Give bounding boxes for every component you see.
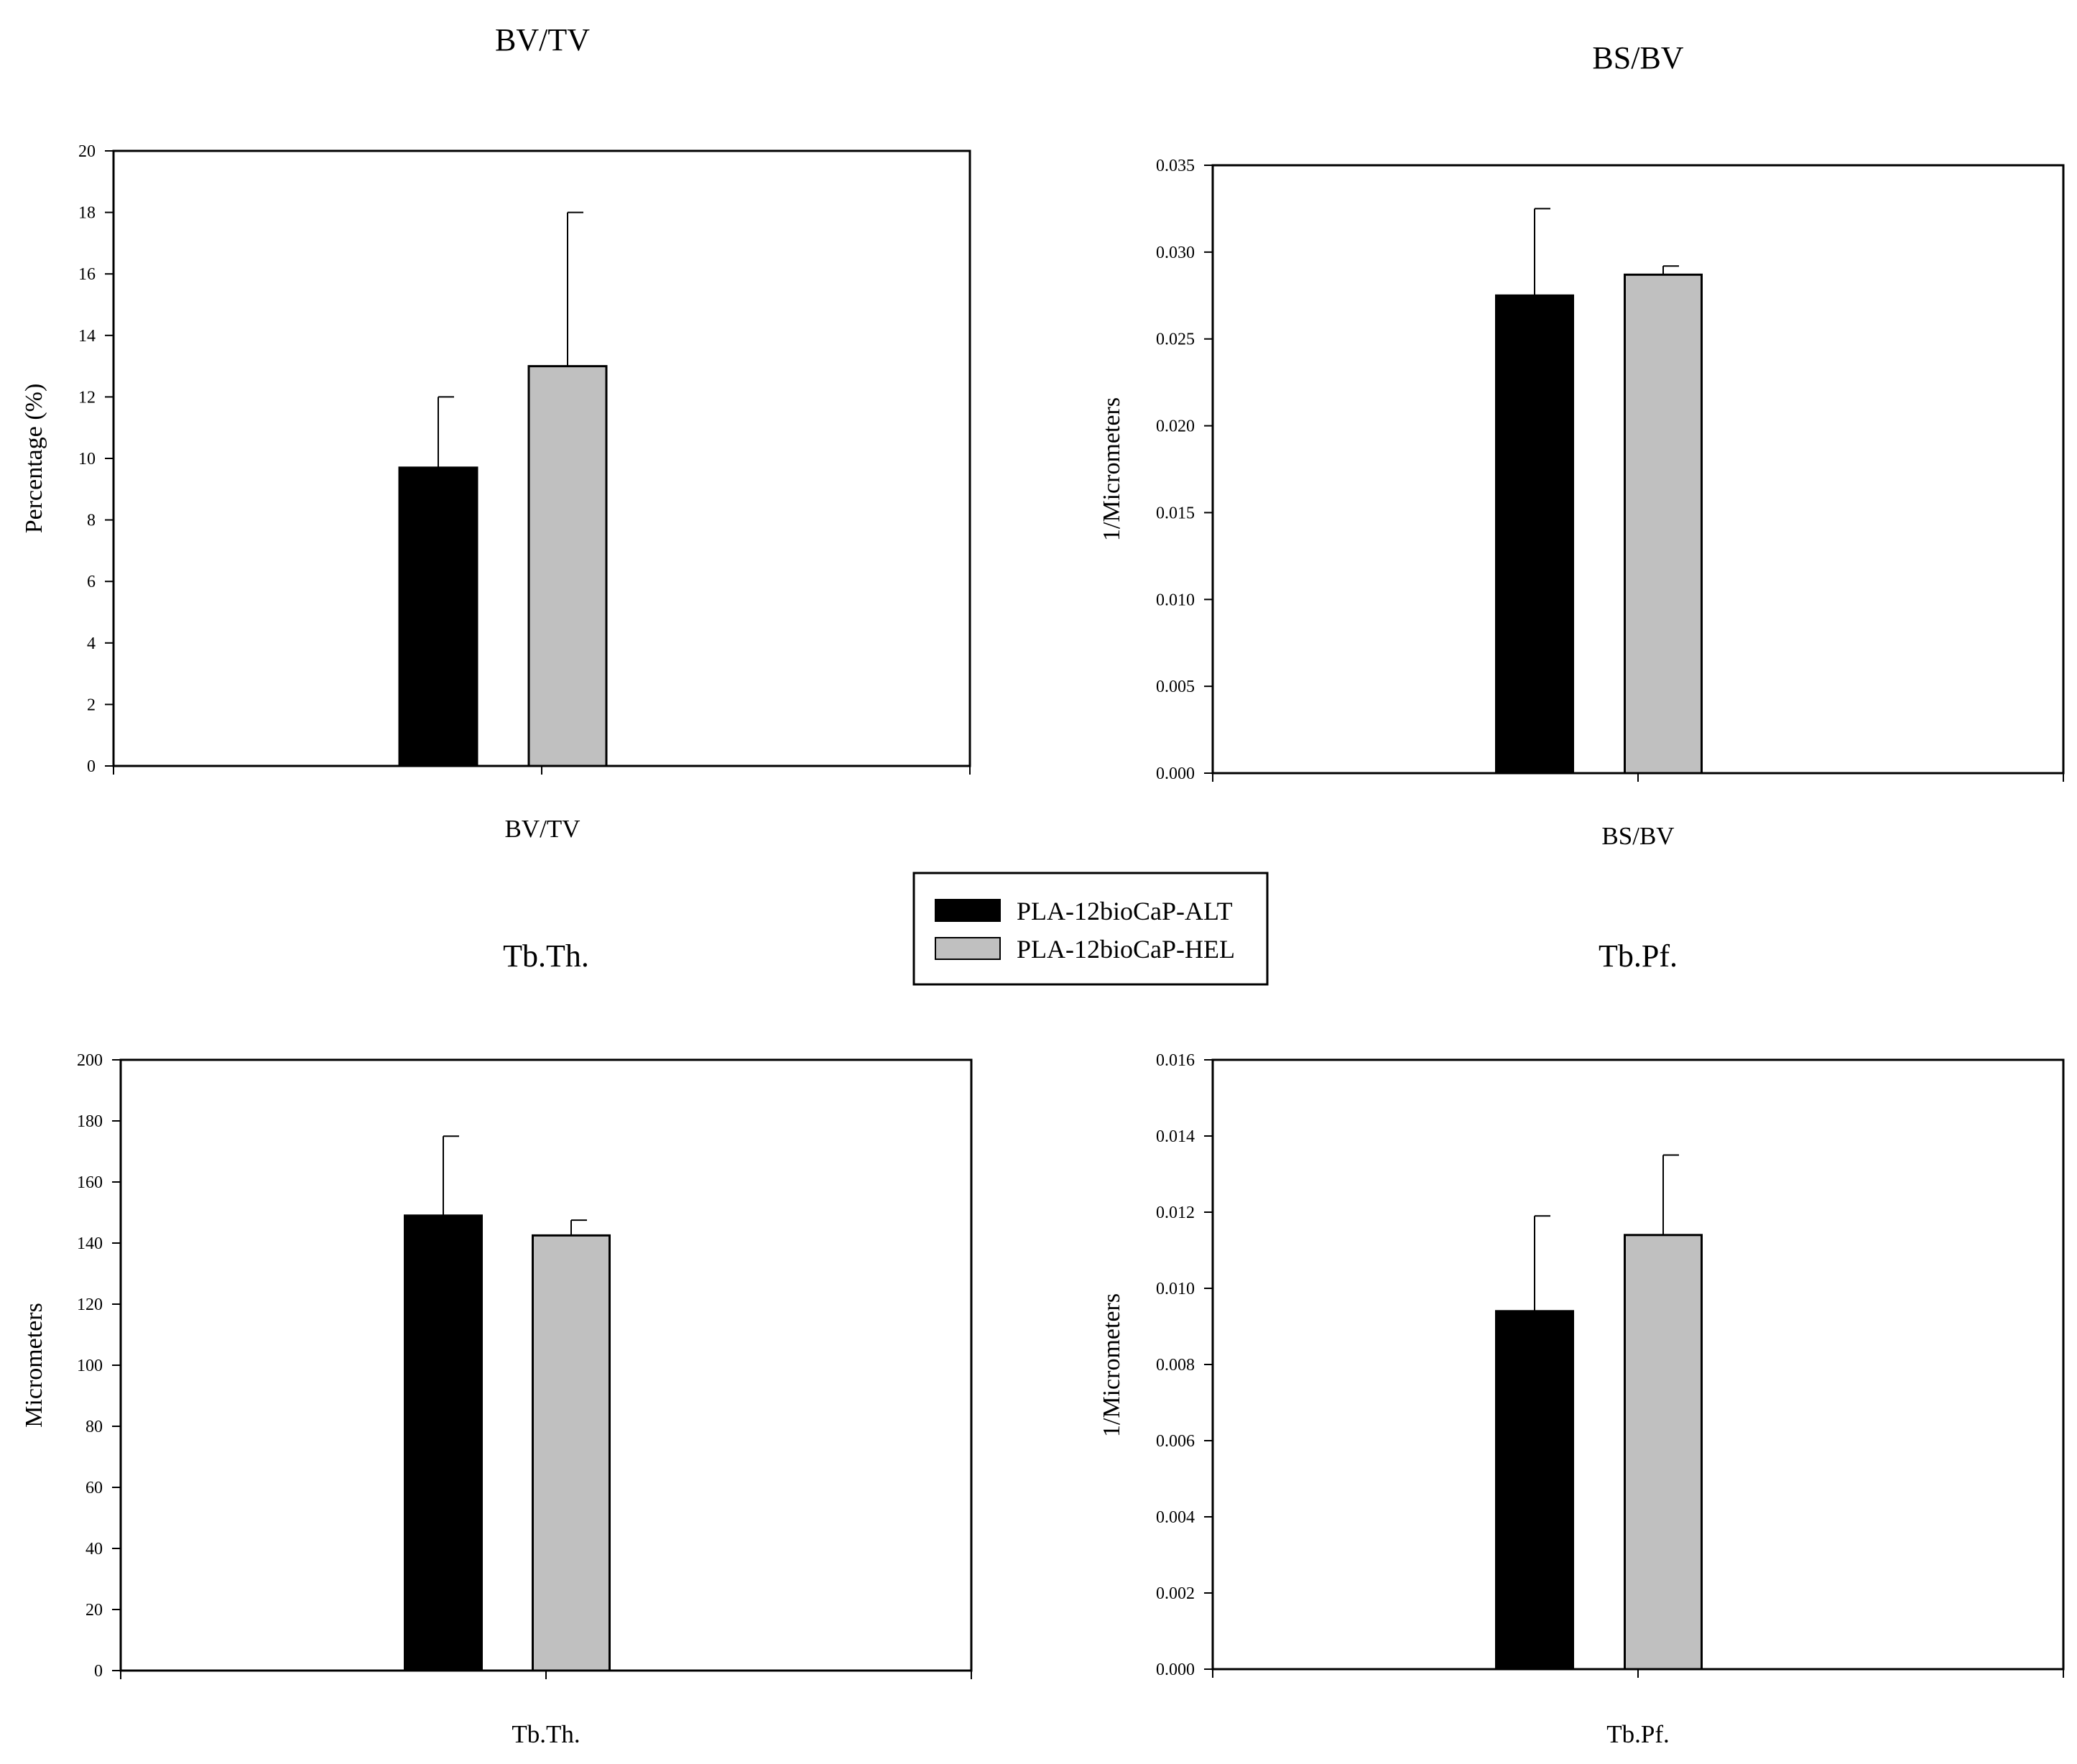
legend-label-alt: PLA-12bioCaP-ALT — [1017, 897, 1233, 925]
y-tick-label: 4 — [87, 634, 96, 653]
y-tick-label: 0.016 — [1156, 1051, 1195, 1070]
x-category-label: BV/TV — [505, 815, 580, 843]
bar-alt — [1495, 294, 1574, 775]
y-tick-label: 0.004 — [1156, 1508, 1195, 1527]
bars — [398, 211, 608, 767]
y-axis: 0.000 0.005 0.010 0.015 0.020 0.025 0.030 0.035 — [1156, 157, 1213, 783]
y-tick-label: 0.012 — [1156, 1204, 1195, 1222]
y-tick-label: 0.002 — [1156, 1584, 1195, 1603]
y-axis: 0 20 40 60 80 100 120 140 160 180 200 — [77, 1051, 121, 1681]
y-tick-label: 160 — [77, 1173, 103, 1192]
chart-panel-bs-bv: BS/BV 0.000 0.005 0.010 0.015 0.020 0.025 0.03… — [1098, 40, 2065, 850]
y-tick-label: 0.010 — [1156, 1280, 1195, 1298]
chart-title: Tb.Th. — [503, 938, 589, 974]
x-axis — [113, 766, 971, 775]
y-tick-label: 0.035 — [1156, 157, 1195, 175]
y-tick-label: 2 — [87, 696, 96, 714]
y-tick-label: 20 — [85, 1601, 103, 1620]
y-tick-label: 40 — [85, 1540, 103, 1558]
chart-title: BS/BV — [1592, 40, 1683, 75]
y-tick-label: 0.010 — [1156, 591, 1195, 609]
legend-swatch-alt — [935, 899, 1001, 922]
chart-title: Tb.Pf. — [1599, 938, 1678, 974]
legend: PLA-12bioCaP-ALT PLA-12bioCaP-HEL — [912, 872, 1269, 986]
x-axis — [1212, 1669, 2064, 1678]
chart-title: BV/TV — [495, 22, 590, 57]
y-tick-label: 0.005 — [1156, 678, 1195, 696]
legend-box — [912, 872, 1269, 986]
bars — [1495, 1154, 1703, 1671]
bar-alt — [1495, 1310, 1574, 1671]
y-tick-label: 16 — [78, 265, 96, 284]
y-tick-label: 80 — [85, 1418, 103, 1436]
y-tick-label: 0.015 — [1156, 504, 1195, 522]
x-category-label: Tb.Pf. — [1606, 1720, 1670, 1748]
chart-panel-bv-tv: BV/TV 0 2 4 6 8 10 12 14 16 18 20 Percentage (%) B… — [21, 22, 971, 843]
y-tick-label: 14 — [78, 327, 96, 346]
y-tick-label: 0.008 — [1156, 1356, 1195, 1375]
y-tick-label: 0.020 — [1156, 417, 1195, 436]
x-axis — [120, 1671, 972, 1679]
y-tick-label: 140 — [77, 1234, 103, 1253]
y-tick-label: 0.030 — [1156, 244, 1195, 262]
y-tick-label: 10 — [78, 450, 96, 468]
bar-hel — [532, 1234, 611, 1672]
y-tick-label: 0.000 — [1156, 1661, 1195, 1679]
y-tick-label: 0.014 — [1156, 1127, 1195, 1146]
y-tick-label: 0 — [87, 757, 96, 776]
bars — [404, 1135, 611, 1672]
y-axis-label: 1/Micrometers — [1098, 1293, 1125, 1437]
y-axis: 0 2 4 6 8 10 12 14 16 18 20 — [78, 142, 114, 776]
y-tick-label: 0.006 — [1156, 1432, 1195, 1451]
y-tick-label: 12 — [78, 388, 96, 407]
bar-hel — [1624, 1234, 1703, 1671]
legend-label-hel: PLA-12bioCaP-HEL — [1017, 935, 1235, 964]
x-category-label: BS/BV — [1601, 822, 1674, 850]
x-axis — [1212, 773, 2064, 782]
y-tick-label: 100 — [77, 1357, 103, 1375]
bar-alt — [404, 1214, 483, 1672]
y-tick-label: 0.025 — [1156, 331, 1195, 349]
legend-swatch-hel — [935, 937, 1001, 960]
y-axis-label: Percentage (%) — [21, 384, 47, 534]
y-tick-label: 0 — [94, 1662, 103, 1681]
y-axis: 0.000 0.002 0.004 0.006 0.008 0.010 0.012 0.014… — [1156, 1051, 1213, 1679]
y-tick-label: 60 — [85, 1479, 103, 1497]
y-tick-label: 200 — [77, 1051, 103, 1070]
bars — [1495, 208, 1703, 775]
y-axis-label: Micrometers — [21, 1303, 47, 1428]
y-tick-label: 6 — [87, 573, 96, 591]
y-tick-label: 180 — [77, 1112, 103, 1131]
bar-hel — [1624, 273, 1703, 775]
y-tick-label: 8 — [87, 512, 96, 530]
y-tick-label: 0.000 — [1156, 765, 1195, 783]
chart-panel-tb-th: Tb.Th. 0 20 40 60 80 100 120 140 160 180 200 Micro… — [21, 938, 973, 1748]
y-tick-label: 120 — [77, 1296, 103, 1314]
bar-alt — [398, 466, 478, 767]
y-tick-label: 20 — [78, 142, 96, 161]
chart-panel-tb-pf: Tb.Pf. 0.0000.0020.0040.0060.0080.0100.0… — [1098, 938, 2065, 1748]
bar-hel — [527, 365, 608, 767]
x-category-label: Tb.Th. — [512, 1720, 580, 1748]
y-axis-label: 1/Micrometers — [1098, 397, 1125, 541]
y-tick-label: 18 — [78, 204, 96, 223]
